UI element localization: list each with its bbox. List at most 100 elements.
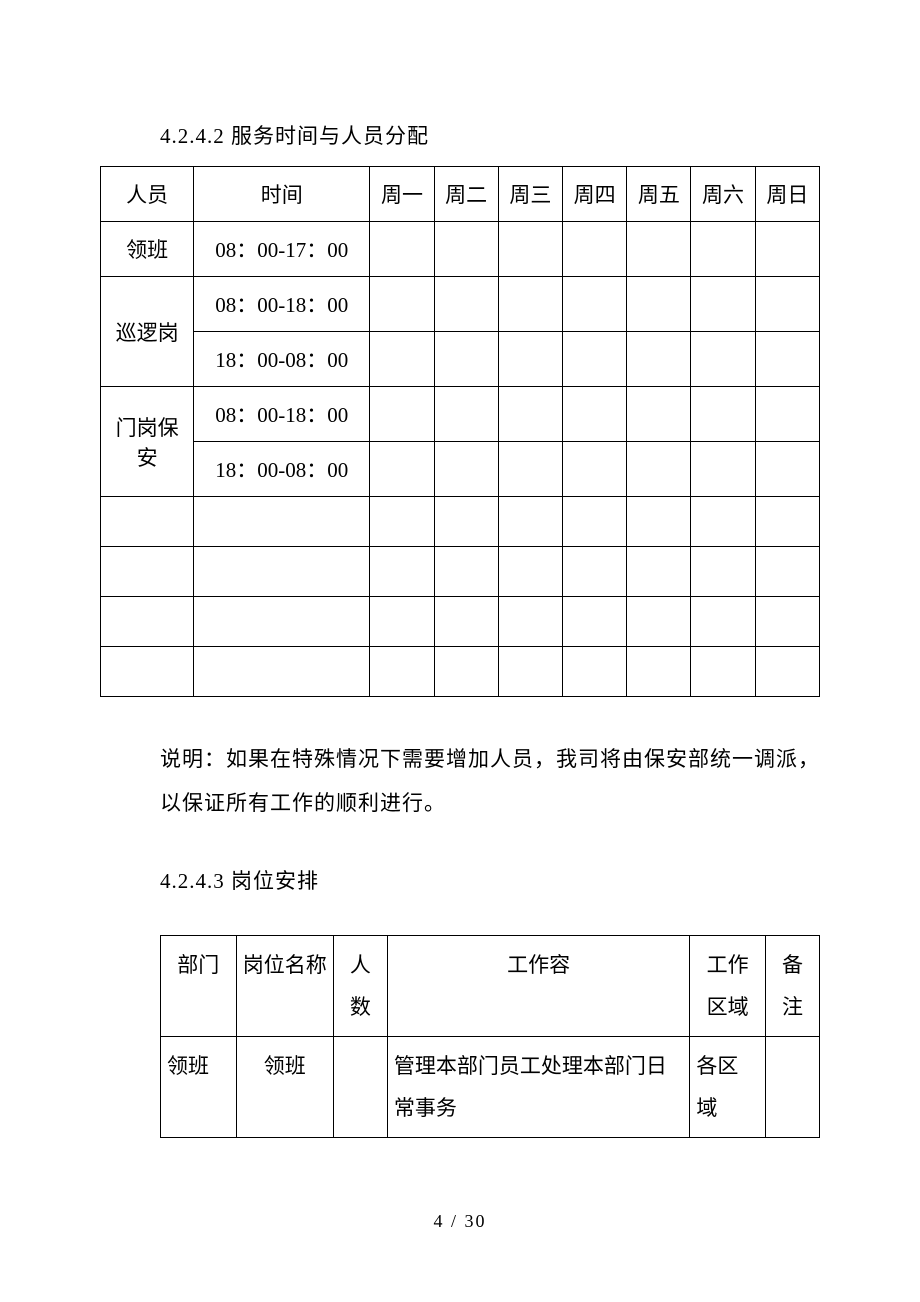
cell-empty: [563, 647, 627, 697]
table-row: 巡逻岗 08：00-18：00: [101, 277, 820, 332]
cell-empty: [627, 547, 691, 597]
cell-day: [434, 387, 498, 442]
cell-area: 各区域: [690, 1037, 766, 1138]
cell-day: [691, 442, 755, 497]
table-row: [101, 597, 820, 647]
cell-empty: [755, 547, 819, 597]
cell-empty: [434, 547, 498, 597]
cell-empty: [101, 547, 194, 597]
cell-day: [627, 277, 691, 332]
cell-count: [333, 1037, 387, 1138]
cell-day: [755, 387, 819, 442]
header-sat: 周六: [691, 167, 755, 222]
cell-remark: [765, 1037, 819, 1138]
cell-empty: [691, 547, 755, 597]
cell-person: 巡逻岗: [101, 277, 194, 387]
cell-day: [498, 387, 562, 442]
header-dept: 部门: [161, 936, 237, 1037]
cell-empty: [498, 597, 562, 647]
cell-day: [691, 387, 755, 442]
cell-empty: [691, 597, 755, 647]
cell-day: [691, 277, 755, 332]
table-row: [101, 547, 820, 597]
cell-time: 18：00-08：00: [194, 332, 370, 387]
cell-day: [434, 222, 498, 277]
cell-empty: [691, 647, 755, 697]
cell-day: [434, 332, 498, 387]
header-mon: 周一: [370, 167, 434, 222]
cell-work: 管理本部门员工处理本部门日常事务: [387, 1037, 689, 1138]
header-person: 人员: [101, 167, 194, 222]
header-wed: 周三: [498, 167, 562, 222]
header-pos: 岗位名称: [236, 936, 333, 1037]
header-count: 人数: [333, 936, 387, 1037]
table-row: 18：00-08：00: [101, 442, 820, 497]
cell-empty: [498, 547, 562, 597]
cell-day: [498, 277, 562, 332]
cell-empty: [434, 647, 498, 697]
table-header-row: 人员 时间 周一 周二 周三 周四 周五 周六 周日: [101, 167, 820, 222]
cell-empty: [498, 647, 562, 697]
cell-empty: [627, 647, 691, 697]
cell-empty: [627, 497, 691, 547]
cell-day: [755, 277, 819, 332]
cell-day: [370, 387, 434, 442]
cell-empty: [101, 497, 194, 547]
cell-empty: [434, 597, 498, 647]
table-row: 领班 领班 管理本部门员工处理本部门日常事务 各区域: [161, 1037, 820, 1138]
cell-day: [755, 222, 819, 277]
cell-dept: 领班: [161, 1037, 237, 1138]
cell-day: [563, 442, 627, 497]
cell-day: [370, 332, 434, 387]
cell-empty: [194, 647, 370, 697]
table-header-row: 部门 岗位名称 人数 工作容 工作区域 备注: [161, 936, 820, 1037]
cell-empty: [755, 647, 819, 697]
cell-empty: [498, 497, 562, 547]
header-remark: 备注: [765, 936, 819, 1037]
cell-day: [434, 442, 498, 497]
page-footer: 4 / 30: [0, 1211, 920, 1232]
cell-empty: [434, 497, 498, 547]
cell-empty: [691, 497, 755, 547]
cell-empty: [755, 597, 819, 647]
cell-empty: [370, 547, 434, 597]
cell-day: [498, 332, 562, 387]
cell-empty: [370, 647, 434, 697]
header-sun: 周日: [755, 167, 819, 222]
cell-day: [691, 332, 755, 387]
cell-empty: [370, 497, 434, 547]
header-fri: 周五: [627, 167, 691, 222]
cell-empty: [563, 497, 627, 547]
header-work: 工作容: [387, 936, 689, 1037]
cell-day: [498, 442, 562, 497]
cell-day: [627, 332, 691, 387]
cell-day: [563, 332, 627, 387]
cell-pos: 领班: [236, 1037, 333, 1138]
cell-day: [434, 277, 498, 332]
cell-time: 08：00-17：00: [194, 222, 370, 277]
table-row: [101, 647, 820, 697]
table-row: 领班 08：00-17：00: [101, 222, 820, 277]
cell-empty: [627, 597, 691, 647]
cell-day: [370, 442, 434, 497]
cell-day: [691, 222, 755, 277]
table-row: 门岗保安 08：00-18：00: [101, 387, 820, 442]
position-table: 部门 岗位名称 人数 工作容 工作区域 备注 领班 领班 管理本部门员工处理本部…: [160, 935, 820, 1138]
schedule-table: 人员 时间 周一 周二 周三 周四 周五 周六 周日 领班 08：00-17：0…: [100, 166, 820, 697]
cell-empty: [101, 647, 194, 697]
cell-day: [498, 222, 562, 277]
cell-empty: [194, 547, 370, 597]
cell-time: 08：00-18：00: [194, 387, 370, 442]
cell-day: [563, 387, 627, 442]
cell-empty: [370, 597, 434, 647]
cell-day: [627, 222, 691, 277]
header-time: 时间: [194, 167, 370, 222]
note-paragraph: 说明：如果在特殊情况下需要增加人员，我司将由保安部统一调派，以保证所有工作的顺利…: [160, 737, 820, 825]
cell-empty: [194, 597, 370, 647]
header-tue: 周二: [434, 167, 498, 222]
cell-day: [563, 277, 627, 332]
section-heading-1: 4.2.4.2 服务时间与人员分配: [160, 120, 820, 150]
cell-empty: [563, 597, 627, 647]
header-thu: 周四: [563, 167, 627, 222]
cell-day: [755, 332, 819, 387]
